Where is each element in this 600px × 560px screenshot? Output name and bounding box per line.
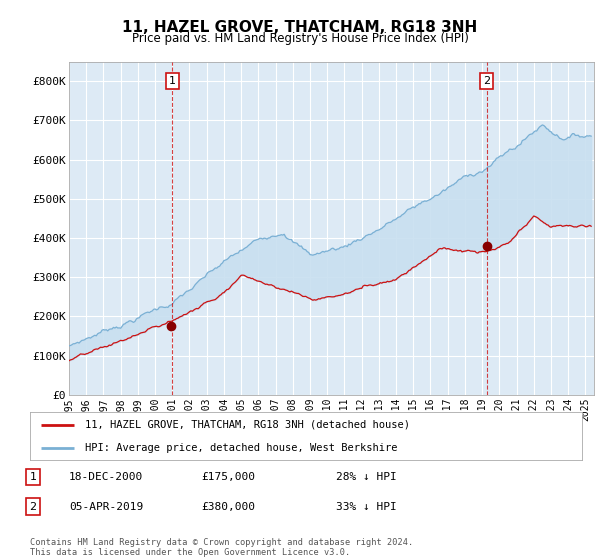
Text: 1: 1 <box>29 472 37 482</box>
Text: 2: 2 <box>483 76 490 86</box>
Text: 1: 1 <box>169 76 176 86</box>
Text: 18-DEC-2000: 18-DEC-2000 <box>69 472 143 482</box>
Text: 28% ↓ HPI: 28% ↓ HPI <box>336 472 397 482</box>
Text: 2: 2 <box>29 502 37 512</box>
Text: 05-APR-2019: 05-APR-2019 <box>69 502 143 512</box>
Text: 11, HAZEL GROVE, THATCHAM, RG18 3NH: 11, HAZEL GROVE, THATCHAM, RG18 3NH <box>122 20 478 35</box>
Text: 11, HAZEL GROVE, THATCHAM, RG18 3NH (detached house): 11, HAZEL GROVE, THATCHAM, RG18 3NH (det… <box>85 420 410 430</box>
Text: £380,000: £380,000 <box>201 502 255 512</box>
Text: 33% ↓ HPI: 33% ↓ HPI <box>336 502 397 512</box>
Text: Contains HM Land Registry data © Crown copyright and database right 2024.
This d: Contains HM Land Registry data © Crown c… <box>30 538 413 557</box>
Text: HPI: Average price, detached house, West Berkshire: HPI: Average price, detached house, West… <box>85 443 398 453</box>
Text: £175,000: £175,000 <box>201 472 255 482</box>
Text: Price paid vs. HM Land Registry's House Price Index (HPI): Price paid vs. HM Land Registry's House … <box>131 32 469 45</box>
